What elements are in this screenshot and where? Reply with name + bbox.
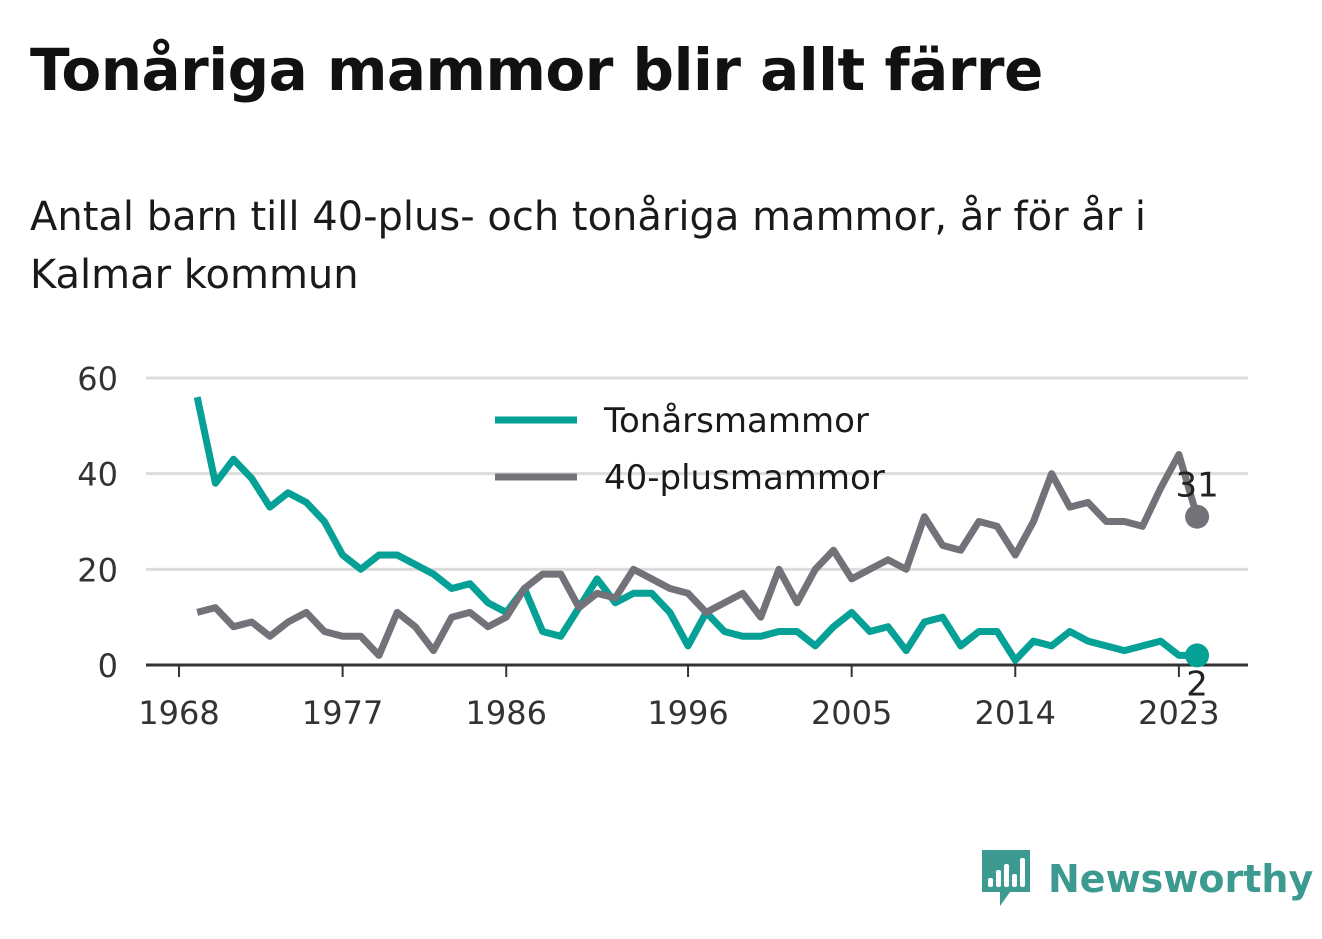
gridlines bbox=[146, 376, 1248, 571]
y-tick-label-0: 0 bbox=[98, 647, 118, 685]
series-lines bbox=[193, 396, 1201, 664]
x-tick-label-2023: 2023 bbox=[1138, 694, 1219, 732]
end-label-40-plusmammor: 31 bbox=[1175, 466, 1218, 506]
series-line-Tonårsmammor bbox=[193, 396, 1198, 664]
logo-text: Newsworthy bbox=[1048, 857, 1314, 901]
x-tick-label-1968: 1968 bbox=[138, 694, 219, 732]
series-line-40-plusmammor bbox=[196, 451, 1201, 659]
legend-label-40-plusmammor: 40-plusmammor bbox=[604, 458, 885, 498]
x-tick-label-2014: 2014 bbox=[975, 694, 1056, 732]
y-tick-label-40: 40 bbox=[77, 456, 118, 494]
x-axis: 1968 1977 1986 1996 2005 2014 2023 bbox=[138, 663, 1248, 732]
x-tick-label-1977: 1977 bbox=[302, 694, 383, 732]
chart-subtitle: Antal barn till 40-plus- och tonåriga ma… bbox=[30, 194, 1147, 298]
chart-title: Tonåriga mammor blir allt färre bbox=[30, 36, 1043, 104]
y-axis-tick-labels: 0 20 40 60 bbox=[77, 360, 118, 685]
y-tick-label-20: 20 bbox=[77, 551, 118, 589]
y-tick-label-60: 60 bbox=[77, 360, 118, 398]
legend: Tonårsmammor 40-plusmammor bbox=[495, 401, 885, 498]
x-tick-label-2005: 2005 bbox=[811, 694, 892, 732]
end-marker-40-plusmammor bbox=[1185, 504, 1210, 529]
end-marker-Tonårsmammor bbox=[1185, 643, 1210, 668]
x-tick-label-1986: 1986 bbox=[466, 694, 547, 732]
end-labels: 2 31 bbox=[1175, 466, 1218, 705]
x-tick-label-1996: 1996 bbox=[647, 694, 728, 732]
legend-label-Tonårsmammor: Tonårsmammor bbox=[603, 401, 869, 441]
newsworthy-bars-icon bbox=[982, 850, 1030, 906]
newsworthy-logo: Newsworthy bbox=[980, 848, 1313, 910]
end-label-Tonårsmammor: 2 bbox=[1186, 664, 1208, 704]
